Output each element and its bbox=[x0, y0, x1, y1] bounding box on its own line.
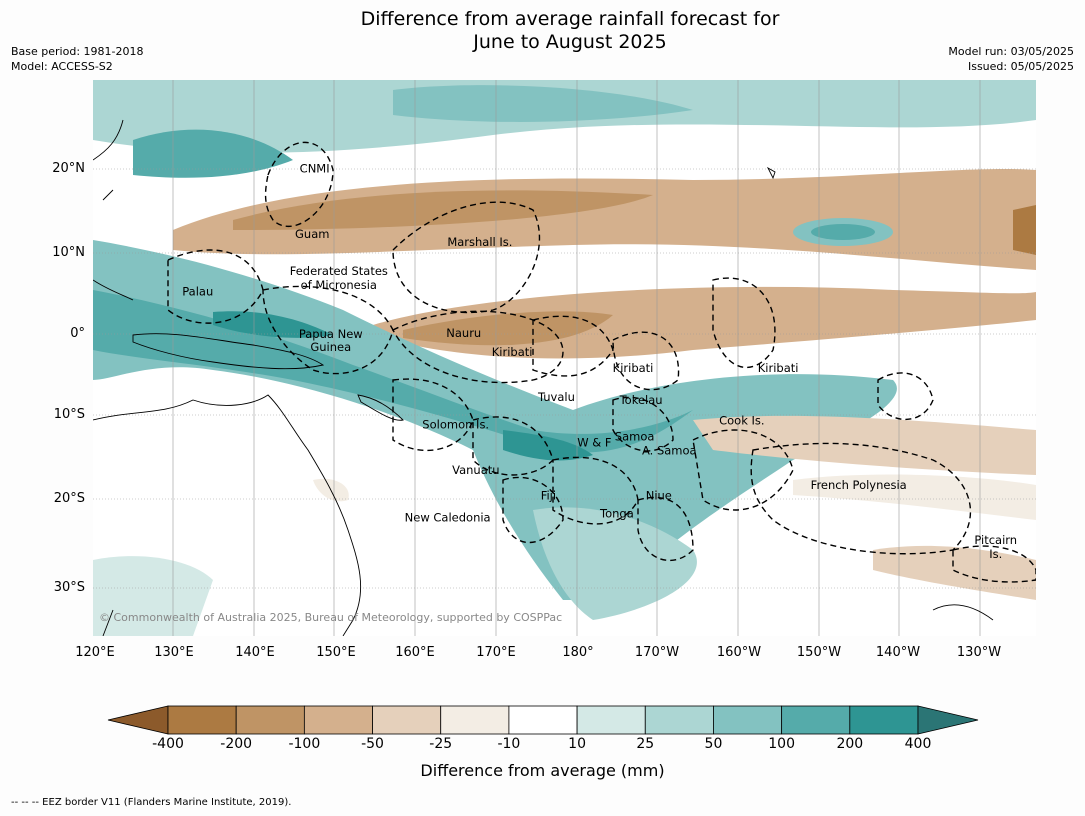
map-gridlines bbox=[93, 80, 1036, 636]
copyright-notice: © Commonwealth of Australia 2025, Bureau… bbox=[99, 611, 562, 624]
region-label: Tuvalu bbox=[537, 390, 575, 404]
eez-borders bbox=[167, 141, 1036, 583]
latitude-tick-label: 30°S bbox=[53, 580, 85, 595]
region-label: CNMI bbox=[300, 162, 330, 176]
colorbar bbox=[107, 705, 979, 735]
colorbar-bin bbox=[167, 705, 237, 735]
region-label: Kiribati bbox=[758, 361, 799, 375]
colorbar-bin bbox=[508, 705, 578, 735]
region-label: Papua New bbox=[299, 327, 363, 341]
coastlines bbox=[93, 119, 994, 636]
region-label: W & F bbox=[577, 435, 611, 449]
latitude-tick-label: 10°S bbox=[53, 407, 85, 422]
colorbar-bin bbox=[849, 705, 919, 735]
colorbar-tick-label: 10 bbox=[568, 736, 586, 752]
colorbar-bin bbox=[372, 705, 442, 735]
longitude-tick-label: 130°E bbox=[154, 645, 194, 660]
region-label: Cook Is. bbox=[719, 413, 764, 427]
region-label: Samoa bbox=[615, 430, 655, 444]
region-label: French Polynesia bbox=[811, 478, 907, 492]
longitude-tick-label: 170°E bbox=[476, 645, 516, 660]
colorbar-tick-label: 400 bbox=[904, 736, 932, 752]
latitude-tick-label: 10°N bbox=[52, 245, 85, 260]
issued-text: Issued: 05/05/2025 bbox=[967, 60, 1074, 73]
longitude-tick-label: 180° bbox=[562, 645, 594, 660]
colorbar-tick-label: 50 bbox=[704, 736, 723, 752]
longitude-tick-label: 140°E bbox=[235, 645, 275, 660]
colorbar-tick-label: -400 bbox=[152, 736, 184, 752]
colorbar-tick-label: -10 bbox=[497, 736, 521, 752]
colorbar-bin bbox=[781, 705, 851, 735]
region-label: Tokelau bbox=[619, 393, 663, 407]
colorbar-bin bbox=[713, 705, 783, 735]
longitude-tick-label: 140°W bbox=[875, 645, 921, 660]
base-period-text: Base period: 1981-2018 bbox=[11, 45, 144, 58]
region-label: Palau bbox=[182, 285, 213, 299]
region-label: Solomon Is. bbox=[422, 417, 489, 431]
longitude-tick-label: 170°W bbox=[634, 645, 680, 660]
region-label: Is. bbox=[989, 547, 1002, 561]
region-label: Vanuatu bbox=[452, 463, 499, 477]
longitude-tick-label: 160°W bbox=[716, 645, 762, 660]
latitude-tick-label: 20°N bbox=[52, 161, 85, 176]
region-label: Pitcairn bbox=[974, 533, 1017, 547]
region-label: New Caledonia bbox=[405, 510, 491, 524]
region-label: Nauru bbox=[446, 326, 481, 340]
colorbar-tick-label: 25 bbox=[636, 736, 655, 752]
colorbar-tick-label: -200 bbox=[220, 736, 253, 752]
region-label: Marshall Is. bbox=[447, 235, 512, 249]
region-label: of Micronesia bbox=[301, 278, 377, 292]
region-label: Tonga bbox=[599, 506, 634, 520]
model-run-text: Model run: 03/05/2025 bbox=[948, 45, 1074, 58]
region-label: Guinea bbox=[310, 340, 351, 354]
colorbar-extend-high bbox=[917, 705, 979, 735]
region-label: Kiribati bbox=[613, 361, 654, 375]
colorbar-tick-label: -100 bbox=[288, 736, 321, 752]
longitude-tick-label: 150°W bbox=[796, 645, 842, 660]
region-label: Guam bbox=[295, 227, 329, 241]
longitude-tick-label: 120°E bbox=[75, 645, 115, 660]
eez-border-legend: -- -- -- EEZ border V11 (Flanders Marine… bbox=[11, 797, 292, 808]
colorbar-extend-low bbox=[107, 705, 169, 735]
longitude-tick-label: 130°W bbox=[956, 645, 1002, 660]
colorbar-tick-label: 200 bbox=[836, 736, 864, 752]
longitude-tick-label: 160°E bbox=[395, 645, 435, 660]
map-title-line2: June to August 2025 bbox=[473, 31, 667, 53]
colorbar-bin bbox=[440, 705, 510, 735]
colorbar-title: Difference from average (mm) bbox=[420, 761, 665, 780]
colorbar-bin bbox=[235, 705, 305, 735]
latitude-tick-label: 20°S bbox=[53, 491, 85, 506]
colorbar-tick-label: 100 bbox=[768, 736, 795, 752]
model-text: Model: ACCESS-S2 bbox=[11, 60, 113, 73]
region-label: Fiji bbox=[541, 488, 556, 502]
longitude-tick-label: 150°E bbox=[316, 645, 356, 660]
colorbar-bin bbox=[644, 705, 714, 735]
region-label: Federated States bbox=[290, 264, 388, 278]
colorbar-tick-label: -25 bbox=[429, 736, 453, 752]
rainfall-anomaly-field bbox=[93, 80, 1036, 636]
region-label: Niue bbox=[646, 488, 672, 502]
colorbar-bin bbox=[576, 705, 646, 735]
region-label: Kiribati bbox=[492, 345, 533, 359]
latitude-tick-label: 0° bbox=[70, 326, 85, 341]
colorbar-bin bbox=[303, 705, 373, 735]
colorbar-tick-label: -50 bbox=[361, 736, 384, 752]
region-label: A. Samoa bbox=[642, 444, 697, 458]
map-title-line1: Difference from average rainfall forecas… bbox=[360, 8, 780, 30]
